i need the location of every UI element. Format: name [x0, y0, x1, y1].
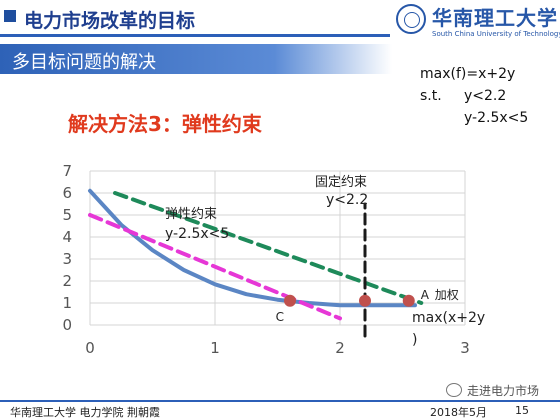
y-tick-label: 7 [62, 162, 72, 180]
elastic-constraint-eq: y-2.5x<5 [165, 226, 229, 242]
y-tick-label: 4 [62, 228, 72, 246]
y-tick-label: 5 [62, 206, 72, 224]
chart-annotations: C A 加权 max(x+2y) 弹性约束 y-2.5x<5 固定约束 y<2.2 [165, 175, 485, 348]
objective-formula: max(f)=x+2y [420, 66, 516, 82]
page-number: 15 [515, 404, 529, 417]
weighted-objective: max(x+2y [412, 310, 485, 326]
y-tick-label: 1 [62, 294, 72, 312]
wechat-icon [446, 383, 462, 397]
curve-line [88, 188, 417, 308]
elastic-line [88, 213, 342, 321]
constraint-2: y-2.5x<5 [464, 110, 529, 126]
university-logo: 华南理工大学 South China University of Technol… [396, 2, 560, 46]
university-seal-icon [396, 4, 426, 34]
title-underline [0, 34, 390, 37]
elastic-constraint-title: 弹性约束 [165, 207, 217, 222]
objective-line [113, 191, 424, 305]
x-tick-label: 1 [210, 339, 220, 357]
wechat-watermark: 走进电力市场 [446, 382, 539, 399]
weighted-label: 加权 [435, 288, 459, 302]
chart-ticks: 0 1 2 3 4 5 6 7 0 1 2 3 [62, 162, 469, 357]
x-tick-label: 2 [335, 339, 345, 357]
y-tick-label: 0 [62, 316, 72, 334]
x-tick-label: 3 [460, 339, 470, 357]
chart-grid [89, 170, 466, 326]
x-tick-label: 0 [85, 339, 95, 357]
data-point [402, 294, 415, 307]
chart-lines [88, 188, 424, 338]
optimization-chart: 0 1 2 3 4 5 6 7 0 1 2 3 C A 加权 max(x+2y) 弹性约束 y-2.5x<5 固定… [62, 162, 485, 357]
y-tick-label: 3 [62, 250, 72, 268]
footer-author: 华南理工大学 电力学院 荆朝霞 [10, 406, 160, 419]
y-tick-label: 6 [62, 184, 72, 202]
footer: 华南理工大学 电力学院 荆朝霞 2018年5月 15 [0, 400, 560, 420]
footer-line [0, 400, 560, 402]
y-tick-label: 2 [62, 272, 72, 290]
constraint-1: y<2.2 [464, 88, 507, 104]
logo-english-name: South China University of Technology [432, 30, 560, 38]
constraint-prefix: s.t. [420, 88, 442, 104]
footer-date: 2018年5月 [430, 406, 487, 419]
title-bullet [4, 10, 16, 22]
logo-chinese-name: 华南理工大学 [432, 6, 558, 30]
weighted-objective-close: ) [412, 332, 417, 348]
section-subtitle: 多目标问题的解决 [12, 52, 156, 73]
subtitle-band: 多目标问题的解决 [0, 44, 392, 74]
point-label-a: A [421, 288, 430, 302]
method-title: 解决方法3：弹性约束 [68, 112, 262, 136]
data-point [284, 294, 296, 307]
data-point [359, 294, 371, 307]
fixed-constraint-eq: y<2.2 [326, 192, 368, 208]
title-bar: 电力市场改革的目标 [0, 0, 560, 40]
chart-points [284, 294, 415, 307]
point-label-c: C [276, 310, 284, 324]
watermark-text: 走进电力市场 [467, 384, 540, 398]
fixed-constraint-title: 固定约束 [315, 175, 367, 190]
slide-title: 电力市场改革的目标 [24, 10, 196, 32]
